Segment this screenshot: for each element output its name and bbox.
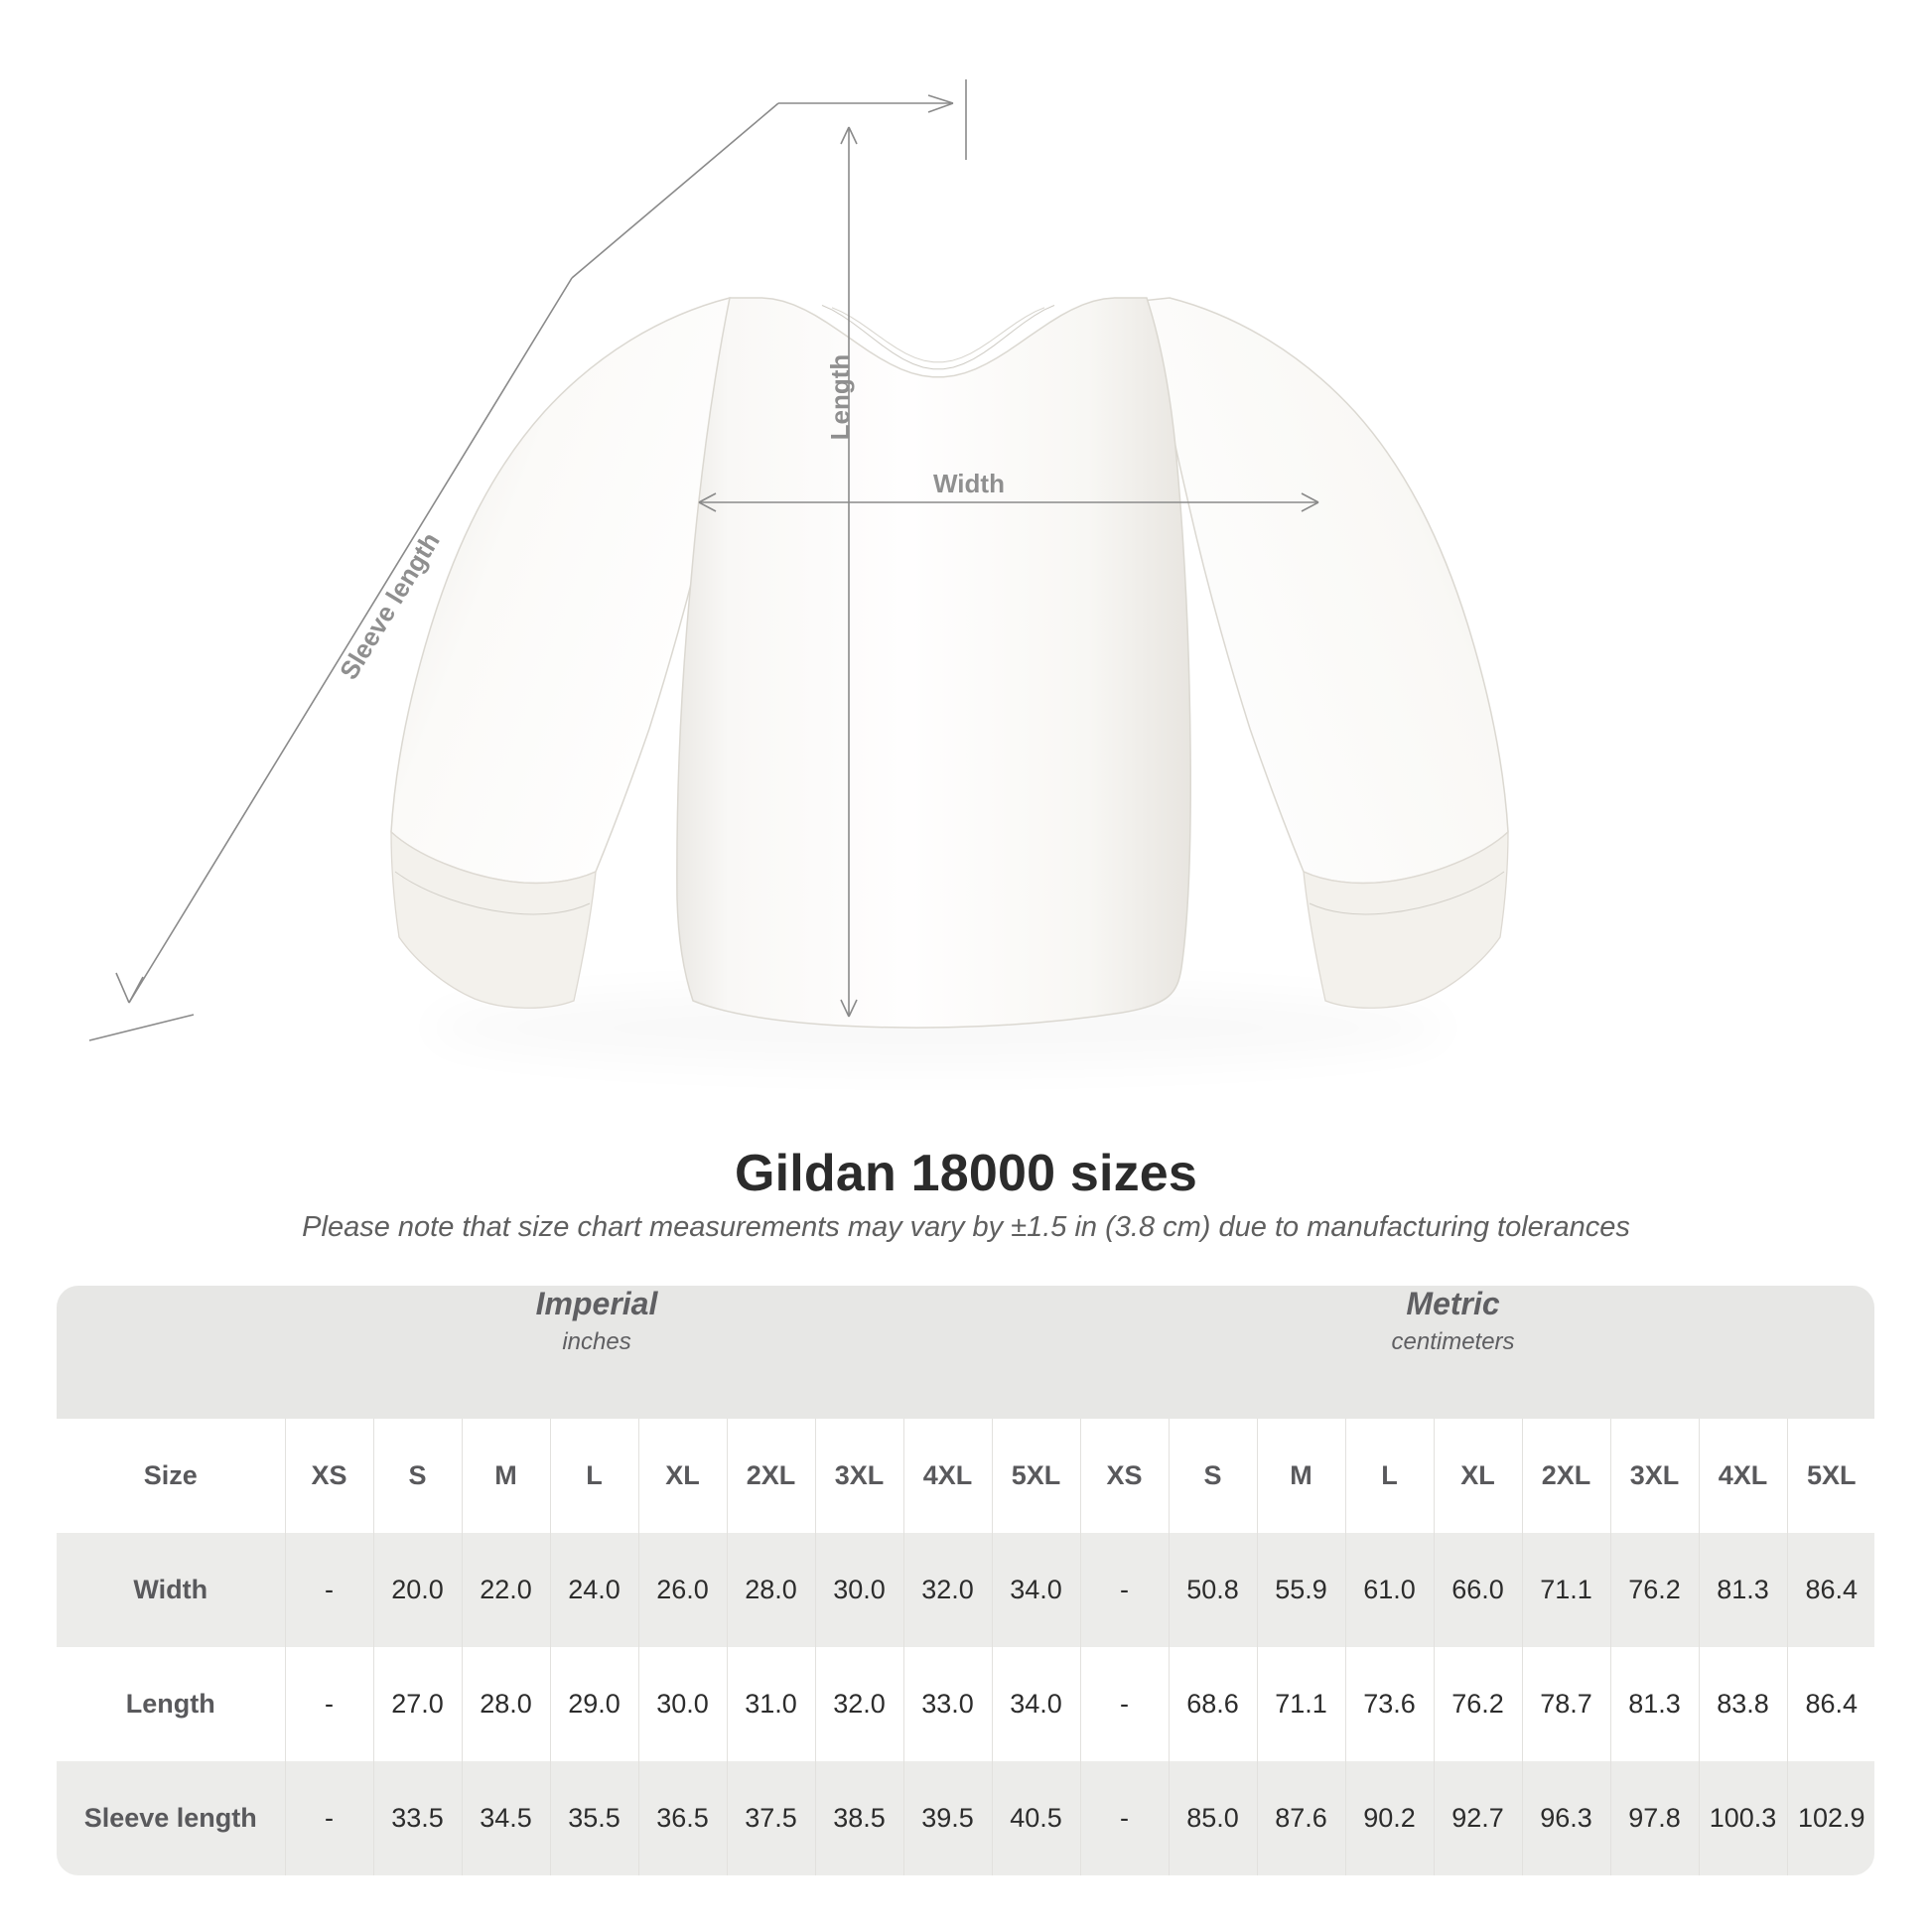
svg-text:Width: Width bbox=[933, 469, 1005, 498]
svg-text:Length: Length bbox=[825, 354, 855, 441]
